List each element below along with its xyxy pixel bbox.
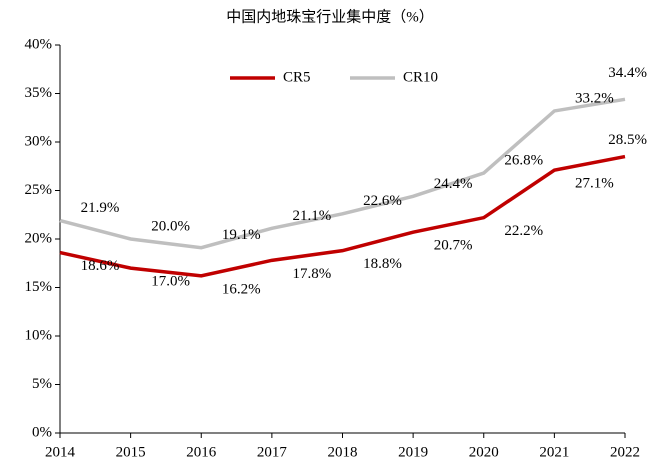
data-label: 24.4% [434,176,473,192]
data-label: 21.9% [81,200,120,216]
x-tick-label: 2018 [328,444,358,460]
x-tick-label: 2015 [116,444,146,460]
legend-label: CR5 [283,69,311,85]
data-label: 22.6% [363,193,402,209]
x-tick-label: 2020 [469,444,499,460]
x-tick-label: 2014 [45,444,76,460]
x-tick-label: 2016 [186,444,217,460]
x-tick-label: 2019 [398,444,428,460]
data-label: 18.8% [363,256,402,272]
y-tick-label: 25% [25,182,53,198]
data-label: 19.1% [222,227,261,243]
y-tick-label: 30% [25,133,53,149]
data-label: 34.4% [608,65,647,81]
data-label: 22.2% [504,223,543,239]
y-tick-label: 5% [32,376,52,392]
data-label: 17.8% [293,266,332,282]
data-label: 16.2% [222,281,261,297]
x-tick-label: 2017 [257,444,288,460]
x-tick-label: 2021 [539,444,569,460]
x-tick-label: 2022 [610,444,640,460]
data-label: 20.7% [434,238,473,254]
y-tick-label: 0% [32,424,52,440]
data-label: 33.2% [575,90,614,106]
y-tick-label: 40% [25,36,53,52]
data-label: 18.6% [81,258,120,274]
data-label: 21.1% [293,208,332,224]
data-label: 17.0% [151,274,190,290]
data-label: 27.1% [575,176,614,192]
chart-title: 中国内地珠宝行业集中度（%） [226,8,434,25]
y-tick-label: 15% [25,279,53,295]
line-series [59,97,626,250]
y-tick-label: 10% [25,327,53,343]
legend-label: CR10 [403,69,438,85]
data-label: 26.8% [504,152,543,168]
data-label: 28.5% [608,132,647,148]
y-tick-label: 20% [25,230,53,246]
data-label: 20.0% [151,218,190,234]
y-tick-label: 35% [25,85,53,101]
line-series [59,154,626,278]
